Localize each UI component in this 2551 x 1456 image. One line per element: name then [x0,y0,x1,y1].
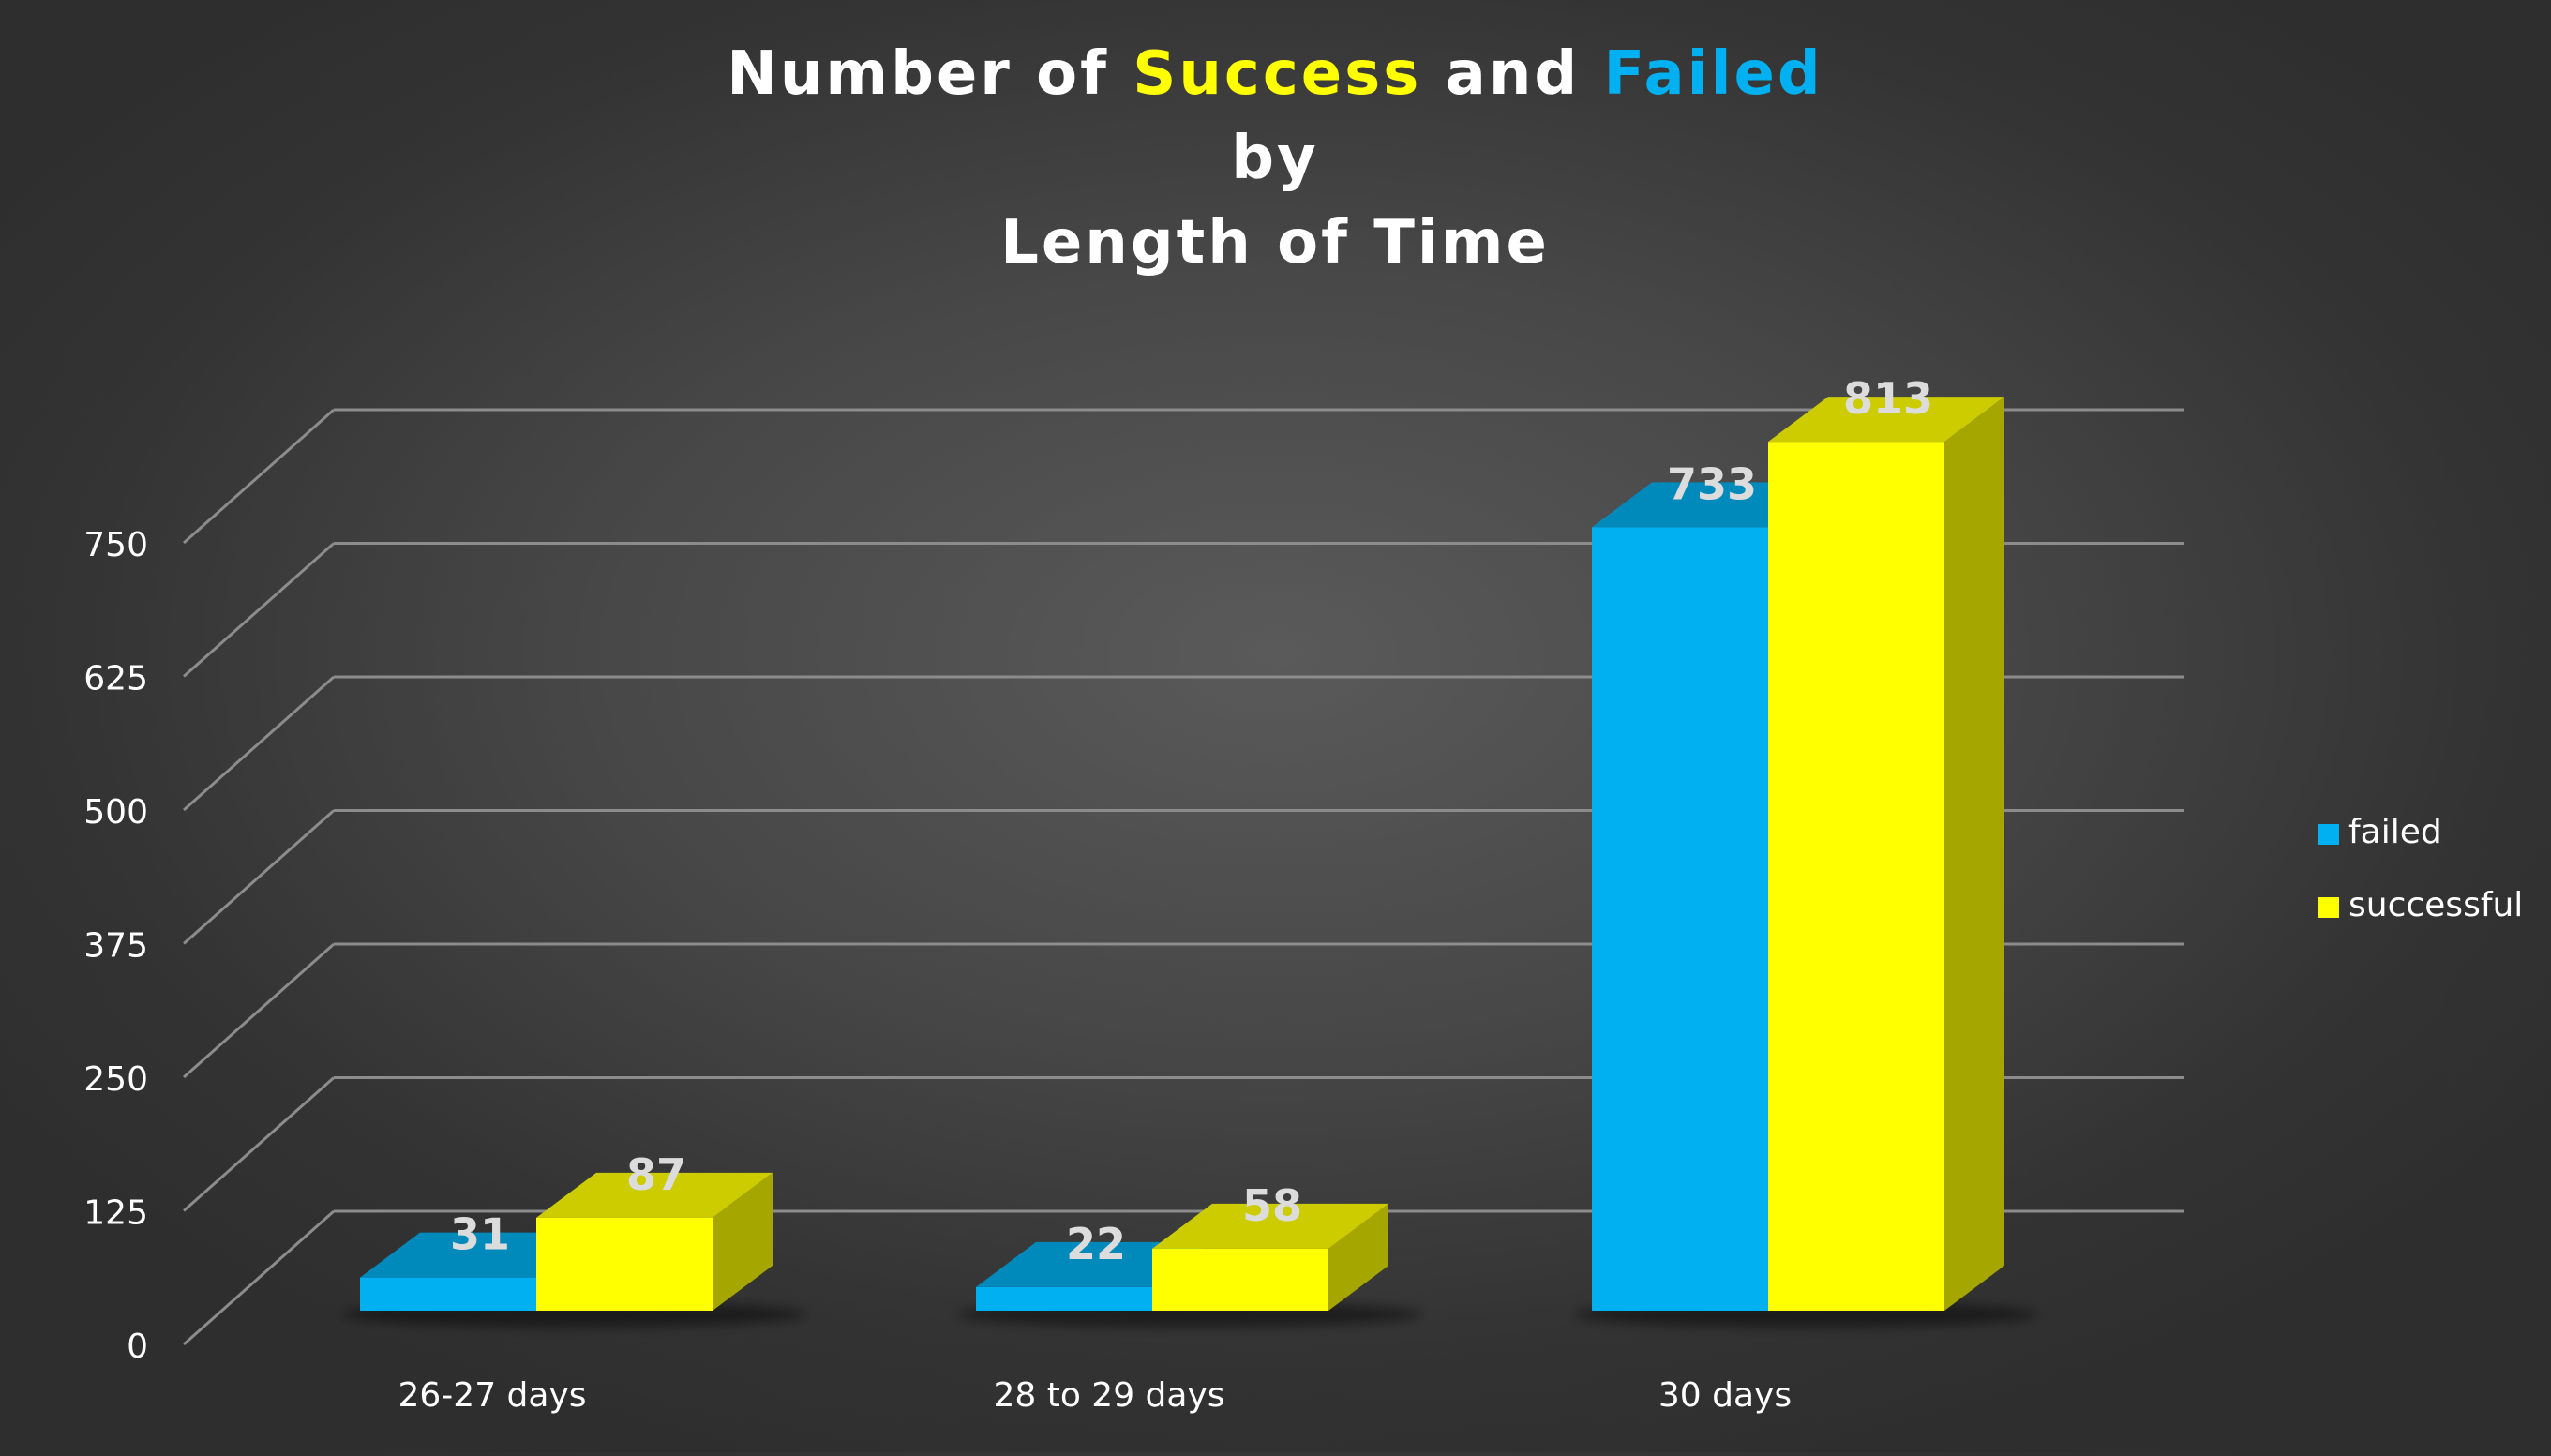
bars [341,397,2038,1328]
y-tick-label: 625 [83,660,148,698]
gridline-diagonal [183,809,335,945]
y-tick-label: 250 [83,1060,148,1099]
gridline-diagonal [183,1076,335,1212]
data-labels: 31 87 22 58 733 813 [450,373,1933,1269]
bar-successful [1152,1248,1328,1311]
gridline-diagonal [183,542,335,678]
data-label-successful: 87 [626,1149,686,1200]
chart-title-line3: Length of Time [1000,208,1550,278]
bar-top-successful [1768,397,2004,443]
x-axis-ticks: 26-27 days 28 to 29 days 30 days [398,1376,1792,1415]
title-and-word: and [1421,39,1603,109]
chart-title-line2: by [1231,124,1319,193]
data-label-successful: 813 [1843,373,1933,424]
data-label-failed: 733 [1667,458,1757,509]
y-tick-label: 0 [127,1328,148,1366]
bar-failed [360,1277,536,1311]
legend-label-successful: successful [2348,886,2523,924]
bar-side-successful [1328,1203,1388,1311]
x-tick-label: 30 days [1658,1376,1792,1415]
title-success-word: Success [1133,39,1421,109]
legend-swatch-successful [2318,897,2339,918]
bar-top-successful [536,1172,773,1218]
gridline-diagonal [183,942,335,1079]
y-tick-label: 125 [83,1194,148,1233]
y-tick-label: 750 [83,526,148,564]
bar-failed [976,1286,1152,1311]
bar-successful [1768,442,1944,1311]
bar-side-successful [1944,397,2004,1311]
bar-top-successful [1152,1203,1388,1249]
legend-label-failed: failed [2348,813,2442,851]
bar-successful [536,1217,713,1311]
data-label-failed: 22 [1066,1219,1126,1269]
data-label-failed: 31 [450,1209,510,1260]
y-tick-label: 375 [83,927,148,966]
gridline-diagonal [183,675,335,812]
legend-swatch-failed [2318,824,2339,845]
gridline-diagonal [183,408,335,545]
legend: failed successful [2318,813,2523,924]
y-axis-ticks: 0 125 250 375 500 625 750 [83,526,148,1366]
data-label-successful: 58 [1242,1180,1302,1231]
y-tick-label: 500 [83,793,148,832]
chart-title-line1: Number of Success and Failed [727,39,1823,109]
title-failed-word: Failed [1603,39,1823,109]
bar-failed [1592,527,1768,1311]
title-prefix: Number of [727,39,1133,109]
x-tick-label: 28 to 29 days [993,1376,1224,1415]
x-tick-label: 26-27 days [398,1376,586,1415]
bar-side-successful [713,1172,773,1311]
gridline-diagonal [183,1209,335,1346]
